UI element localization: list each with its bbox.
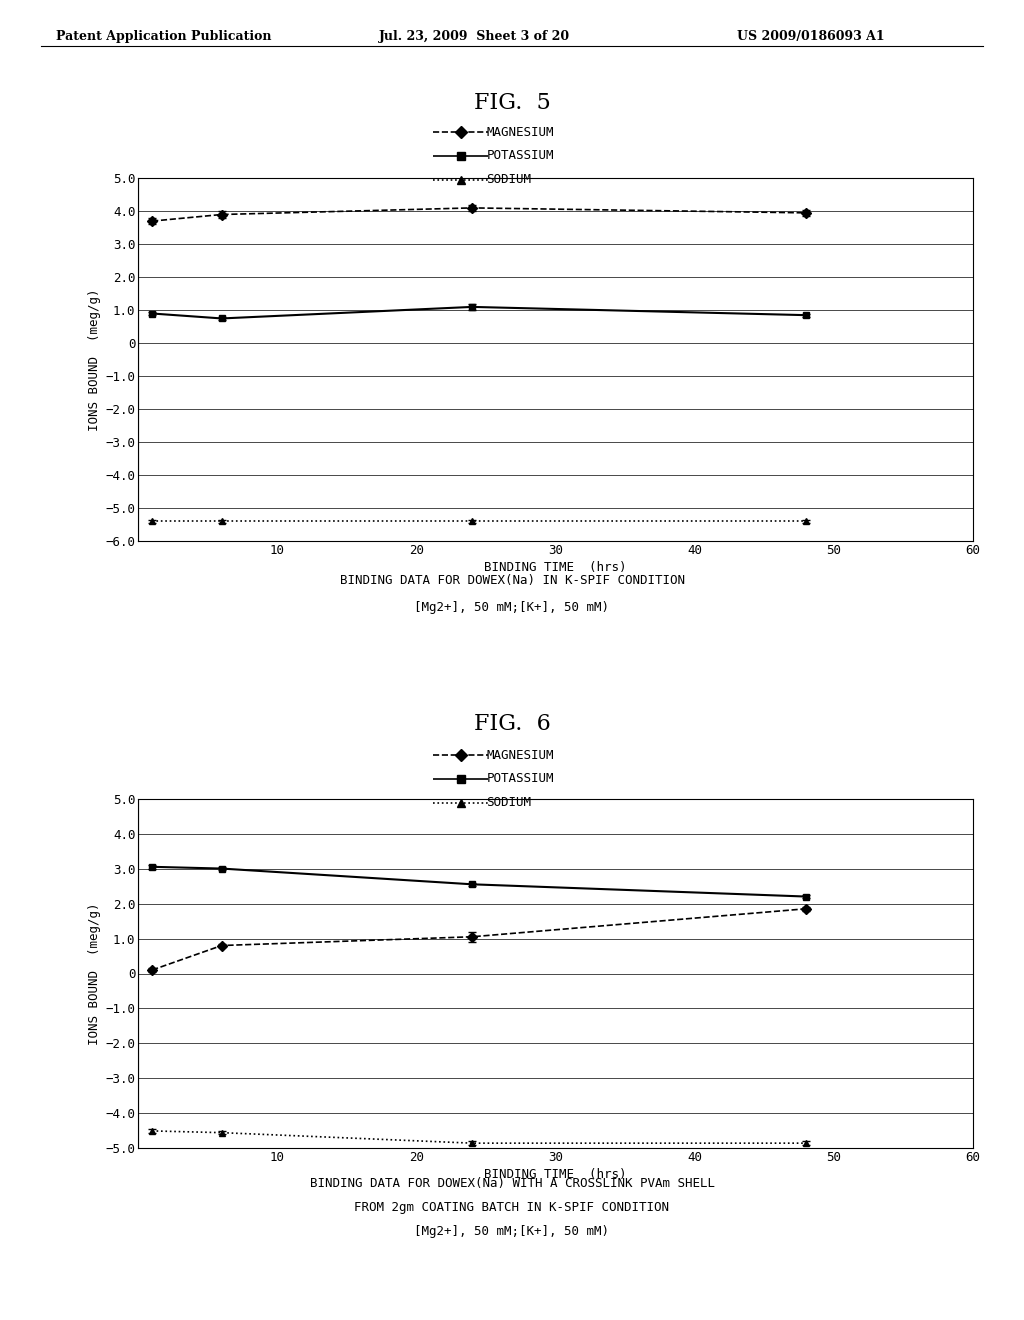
Text: [Mg2+], 50 mM;[K+], 50 mM): [Mg2+], 50 mM;[K+], 50 mM) — [415, 601, 609, 614]
Text: US 2009/0186093 A1: US 2009/0186093 A1 — [737, 30, 885, 44]
Text: FIG.  5: FIG. 5 — [474, 92, 550, 115]
Text: BINDING DATA FOR DOWEX(Na) IN K-SPIF CONDITION: BINDING DATA FOR DOWEX(Na) IN K-SPIF CON… — [340, 574, 684, 587]
Y-axis label: IONS BOUND  (meg/g): IONS BOUND (meg/g) — [88, 903, 101, 1044]
Text: SODIUM: SODIUM — [486, 796, 531, 809]
Text: SODIUM: SODIUM — [486, 173, 531, 186]
Text: FIG.  6: FIG. 6 — [474, 713, 550, 735]
Text: MAGNESIUM: MAGNESIUM — [486, 125, 554, 139]
Text: FROM 2gm COATING BATCH IN K-SPIF CONDITION: FROM 2gm COATING BATCH IN K-SPIF CONDITI… — [354, 1201, 670, 1214]
Y-axis label: IONS BOUND  (meg/g): IONS BOUND (meg/g) — [88, 289, 101, 430]
Text: POTASSIUM: POTASSIUM — [486, 772, 554, 785]
Text: Patent Application Publication: Patent Application Publication — [56, 30, 271, 44]
Text: BINDING DATA FOR DOWEX(Na) WITH A CROSSLINK PVAm SHELL: BINDING DATA FOR DOWEX(Na) WITH A CROSSL… — [309, 1177, 715, 1191]
Text: [Mg2+], 50 mM;[K+], 50 mM): [Mg2+], 50 mM;[K+], 50 mM) — [415, 1225, 609, 1238]
Text: MAGNESIUM: MAGNESIUM — [486, 748, 554, 762]
Text: Jul. 23, 2009  Sheet 3 of 20: Jul. 23, 2009 Sheet 3 of 20 — [379, 30, 570, 44]
X-axis label: BINDING TIME  (hrs): BINDING TIME (hrs) — [484, 1168, 627, 1181]
X-axis label: BINDING TIME  (hrs): BINDING TIME (hrs) — [484, 561, 627, 574]
Text: POTASSIUM: POTASSIUM — [486, 149, 554, 162]
